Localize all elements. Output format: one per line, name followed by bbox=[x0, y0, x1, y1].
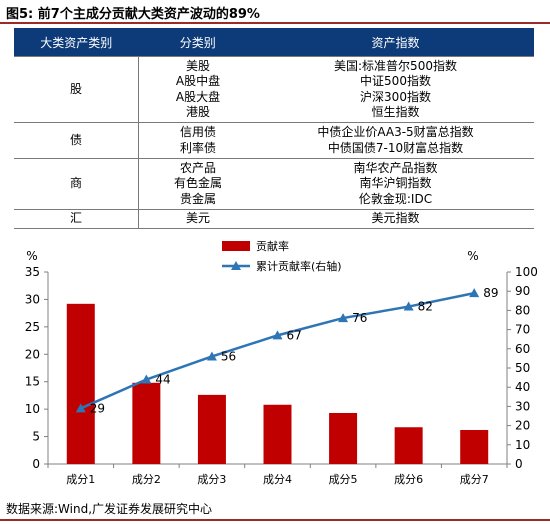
index-item: 美国:标准普尔500指数 bbox=[334, 58, 457, 73]
table-row-equity: 股 美股 A股中盘 A股大盘 港股 美国:标准普尔500指数 中证500指数 沪… bbox=[14, 56, 534, 123]
x-tick-label: 成分6 bbox=[394, 473, 423, 486]
data-label: 29 bbox=[90, 401, 105, 415]
index-item: 恒生指数 bbox=[371, 105, 420, 119]
index-item: 美元指数 bbox=[371, 211, 420, 226]
right-tick-label: 100 bbox=[515, 265, 538, 279]
bar bbox=[394, 427, 423, 464]
right-tick-label: 0 bbox=[515, 457, 523, 471]
index-cell: 美元指数 bbox=[257, 209, 534, 229]
line-point bbox=[75, 403, 86, 413]
line-point bbox=[272, 330, 283, 340]
left-tick-label: 25 bbox=[25, 320, 40, 334]
subclass-item: 贵金属 bbox=[179, 191, 216, 206]
index-cell: 南华农产品指数 南华沪铜指数 伦敦金现:IDC bbox=[257, 158, 534, 210]
right-tick-label: 60 bbox=[515, 342, 530, 356]
line-point bbox=[469, 288, 480, 298]
x-tick-label: 成分2 bbox=[132, 473, 161, 486]
index-cell: 中债企业价AA3-5财富总指数 中债国债7-10财富总指数 bbox=[257, 122, 534, 159]
left-tick-label: 15 bbox=[25, 375, 40, 389]
line-point bbox=[338, 313, 349, 323]
line-point bbox=[141, 374, 152, 384]
table-row-bond: 债 信用债 利率债 中债企业价AA3-5财富总指数 中债国债7-10财富总指数 bbox=[14, 122, 534, 159]
index-item: 中证500指数 bbox=[360, 74, 431, 88]
legend-bar-swatch bbox=[222, 241, 250, 251]
asset-class-table: 大类资产类别 分类别 资产指数 股 美股 A股中盘 A股大盘 港股 美国:标准普… bbox=[14, 28, 534, 229]
subclass-item: 有色金属 bbox=[173, 176, 222, 191]
left-axis-unit: % bbox=[26, 249, 37, 263]
header-asset-index: 资产指数 bbox=[257, 28, 534, 57]
index-item: 南华农产品指数 bbox=[353, 160, 438, 175]
index-item: 中债国债7-10财富总指数 bbox=[327, 140, 464, 155]
index-item: 中债企业价AA3-5财富总指数 bbox=[317, 125, 474, 139]
subclass-item: 美股 bbox=[185, 58, 210, 73]
category-cell: 商 bbox=[14, 158, 139, 210]
legend-line-label: 累计贡献率(右轴) bbox=[256, 259, 342, 273]
right-tick-label: 70 bbox=[515, 323, 530, 337]
data-label: 44 bbox=[155, 373, 170, 387]
x-tick-label: 成分4 bbox=[263, 473, 292, 486]
subclass-item: 美元 bbox=[185, 211, 210, 226]
table-row-commodity: 商 农产品 有色金属 贵金属 南华农产品指数 南华沪铜指数 伦敦金现:IDC bbox=[14, 158, 534, 210]
legend-bar-label: 贡献率 bbox=[256, 239, 289, 253]
right-tick-label: 20 bbox=[515, 419, 530, 433]
left-tick-label: 20 bbox=[25, 347, 40, 361]
right-tick-label: 80 bbox=[515, 303, 530, 317]
bar bbox=[329, 412, 358, 464]
x-tick-label: 成分5 bbox=[329, 473, 358, 486]
subclass-cell: 美股 A股中盘 A股大盘 港股 bbox=[138, 56, 257, 123]
right-tick-label: 30 bbox=[515, 399, 530, 413]
line-point bbox=[403, 301, 414, 311]
title-rule bbox=[0, 22, 550, 24]
subclass-cell: 农产品 有色金属 贵金属 bbox=[138, 158, 257, 210]
left-tick-label: 5 bbox=[32, 430, 40, 444]
left-tick-label: 0 bbox=[32, 457, 40, 471]
contribution-chart: 0 5 10 15 20 25 30 35 0 10 20 30 40 50 60 70 80 90 100% % 成分… bbox=[25, 239, 538, 486]
header-asset-class: 大类资产类别 bbox=[14, 28, 139, 57]
subclass-item: 农产品 bbox=[179, 160, 216, 175]
bar bbox=[66, 303, 95, 464]
left-tick-label: 35 bbox=[25, 265, 40, 279]
right-tick-label: 40 bbox=[515, 380, 530, 394]
index-item: 沪深300指数 bbox=[360, 89, 431, 104]
subclass-cell: 信用债 利率债 bbox=[138, 122, 257, 159]
subclass-cell: 美元 bbox=[138, 209, 257, 229]
category-cell: 股 bbox=[14, 56, 139, 123]
subclass-item: A股中盘 bbox=[175, 74, 221, 88]
source-note: 数据来源:Wind,广发证券发展研究中心 bbox=[6, 502, 213, 516]
left-tick-label: 10 bbox=[25, 402, 40, 416]
bottom-rule bbox=[0, 519, 550, 521]
bar bbox=[197, 394, 226, 464]
index-item: 伦敦金现:IDC bbox=[358, 191, 433, 206]
subclass-item: 港股 bbox=[185, 105, 210, 119]
data-label: 82 bbox=[418, 300, 433, 314]
right-tick-label: 10 bbox=[515, 438, 530, 452]
data-label: 56 bbox=[221, 349, 236, 363]
category-cell: 汇 bbox=[14, 209, 139, 229]
header-subclass: 分类别 bbox=[138, 28, 257, 57]
index-item: 南华沪铜指数 bbox=[359, 176, 432, 191]
subclass-item: 信用债 bbox=[179, 125, 216, 139]
line-point bbox=[206, 351, 217, 361]
data-label: 76 bbox=[352, 311, 367, 325]
bar bbox=[460, 429, 489, 464]
right-tick-label: 50 bbox=[515, 361, 530, 375]
x-tick-label: 成分1 bbox=[66, 473, 95, 486]
x-tick-label: 成分3 bbox=[197, 473, 226, 486]
data-label: 67 bbox=[287, 328, 302, 342]
category-cell: 债 bbox=[14, 122, 139, 159]
right-tick-label: 90 bbox=[515, 284, 530, 298]
x-tick-label: 成分7 bbox=[460, 473, 489, 486]
data-label: 89 bbox=[483, 286, 498, 300]
legend-line-marker bbox=[231, 261, 241, 270]
subclass-item: 利率债 bbox=[179, 140, 216, 155]
figure-title: 图5: 前7个主成分贡献大类资产波动的89% bbox=[6, 7, 260, 22]
left-tick-label: 30 bbox=[25, 292, 40, 306]
subclass-item: A股大盘 bbox=[175, 89, 221, 104]
index-cell: 美国:标准普尔500指数 中证500指数 沪深300指数 恒生指数 bbox=[257, 56, 534, 123]
bar bbox=[263, 404, 292, 464]
right-axis-unit: % bbox=[467, 249, 478, 263]
table-row-fx: 汇 美元 美元指数 bbox=[14, 209, 534, 229]
bar bbox=[132, 382, 161, 464]
